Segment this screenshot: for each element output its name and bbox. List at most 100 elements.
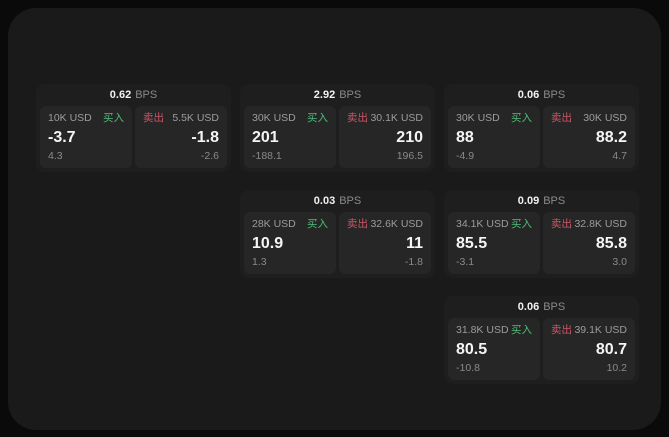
sell-amount: 39.1K USD [574,324,627,336]
buy-price: 80.5 [456,340,488,358]
sell-amount: 32.8K USD [574,218,627,230]
sell-sub-value: 3.0 [612,256,627,268]
sell-side-label: 卖出 [551,112,572,124]
sell-panel[interactable]: 卖出 32.8K USD 85.8 3.0 [543,212,635,274]
buy-panel[interactable]: 30K USD 买入 88 -4.9 [448,106,540,168]
quote-panels: 10K USD 买入 -3.7 4.3 卖出 5.5K USD -1.8 -2.… [40,106,227,168]
sell-amount: 30K USD [583,112,627,124]
spread-value: 0.62 [109,89,132,101]
buy-amount: 30K USD [456,112,500,124]
buy-side-label: 买入 [511,112,532,124]
buy-panel[interactable]: 28K USD 买入 10.9 1.3 [244,212,336,274]
quotes-panel: 0.62 BPS 10K USD 买入 -3.7 4.3 卖出 5.5K USD [8,8,661,430]
spread-value: 0.06 [517,89,540,101]
spread-unit-label: BPS [135,89,158,101]
spread-header: 0.06 BPS [448,296,635,318]
buy-side-label: 买入 [511,324,532,336]
spread-header: 0.03 BPS [244,190,431,212]
buy-panel-top: 30K USD 买入 [252,112,328,125]
buy-sub-value: -3.1 [456,256,475,268]
sell-panel-top: 卖出 32.6K USD [347,218,423,231]
buy-panel-top: 34.1K USD 买入 [456,218,532,231]
quote-card: 0.62 BPS 10K USD 买入 -3.7 4.3 卖出 5.5K USD [36,84,231,172]
buy-sub-value: 1.3 [252,256,267,268]
buy-amount: 10K USD [48,112,92,124]
spread-unit-label: BPS [543,301,566,313]
buy-amount: 31.8K USD [456,324,509,336]
sell-panel[interactable]: 卖出 39.1K USD 80.7 10.2 [543,318,635,380]
buy-side-label: 买入 [103,112,124,124]
spread-unit-label: BPS [339,89,362,101]
sell-price: 85.8 [595,234,627,252]
sell-panel[interactable]: 卖出 5.5K USD -1.8 -2.6 [135,106,227,168]
buy-panel-top: 30K USD 买入 [456,112,532,125]
buy-panel[interactable]: 34.1K USD 买入 85.5 -3.1 [448,212,540,274]
spread-value: 0.06 [517,301,540,313]
sell-panel-top: 卖出 5.5K USD [143,112,219,125]
sell-side-label: 卖出 [551,218,572,230]
sell-sub-value: -1.8 [404,256,423,268]
buy-amount: 28K USD [252,218,296,230]
sell-price: -1.8 [191,128,219,146]
buy-price: 88 [456,128,474,146]
buy-sub-value: 4.3 [48,150,63,162]
sell-amount: 30.1K USD [370,112,423,124]
sell-sub-value: 196.5 [396,150,423,162]
sell-side-label: 卖出 [551,324,572,336]
spread-unit-label: BPS [339,195,362,207]
sell-panel[interactable]: 卖出 30K USD 88.2 4.7 [543,106,635,168]
sell-sub-value: -2.6 [200,150,219,162]
buy-price: -3.7 [48,128,76,146]
buy-side-label: 买入 [307,112,328,124]
buy-sub-value: -10.8 [456,362,480,374]
quote-panels: 31.8K USD 买入 80.5 -10.8 卖出 39.1K USD 80.… [448,318,635,380]
sell-panel-top: 卖出 39.1K USD [551,324,627,337]
sell-panel-top: 卖出 30.1K USD [347,112,423,125]
sell-panel[interactable]: 卖出 30.1K USD 210 196.5 [339,106,431,168]
spread-header: 0.62 BPS [40,84,227,106]
sell-price: 80.7 [595,340,627,358]
sell-side-label: 卖出 [347,112,368,124]
sell-amount: 32.6K USD [370,218,423,230]
sell-panel-top: 卖出 30K USD [551,112,627,125]
buy-sub-value: -188.1 [252,150,282,162]
sell-side-label: 卖出 [347,218,368,230]
buy-amount: 34.1K USD [456,218,509,230]
sell-panel-top: 卖出 32.8K USD [551,218,627,231]
quote-card: 0.03 BPS 28K USD 买入 10.9 1.3 卖出 32.6K US… [240,190,435,278]
quote-panels: 34.1K USD 买入 85.5 -3.1 卖出 32.8K USD 85.8… [448,212,635,274]
quote-panels: 30K USD 买入 88 -4.9 卖出 30K USD 88.2 4.7 [448,106,635,168]
sell-side-label: 卖出 [143,112,164,124]
spread-header: 2.92 BPS [244,84,431,106]
sell-panel[interactable]: 卖出 32.6K USD 11 -1.8 [339,212,431,274]
quote-card: 0.06 BPS 31.8K USD 买入 80.5 -10.8 卖出 39.1… [444,296,639,384]
quote-panels: 28K USD 买入 10.9 1.3 卖出 32.6K USD 11 -1.8 [244,212,431,274]
buy-panel[interactable]: 10K USD 买入 -3.7 4.3 [40,106,132,168]
spread-unit-label: BPS [543,195,566,207]
buy-sub-value: -4.9 [456,150,475,162]
spread-unit-label: BPS [543,89,566,101]
buy-panel[interactable]: 30K USD 买入 201 -188.1 [244,106,336,168]
sell-sub-value: 10.2 [606,362,627,374]
buy-amount: 30K USD [252,112,296,124]
buy-panel-top: 31.8K USD 买入 [456,324,532,337]
buy-panel-top: 28K USD 买入 [252,218,328,231]
buy-price: 201 [252,128,279,146]
quote-card-grid: 0.62 BPS 10K USD 买入 -3.7 4.3 卖出 5.5K USD [36,84,639,384]
sell-amount: 5.5K USD [172,112,219,124]
sell-price: 11 [406,234,423,252]
buy-panel-top: 10K USD 买入 [48,112,124,125]
spread-value: 0.09 [517,195,540,207]
quote-panels: 30K USD 买入 201 -188.1 卖出 30.1K USD 210 1… [244,106,431,168]
quote-card: 0.06 BPS 30K USD 买入 88 -4.9 卖出 30K USD [444,84,639,172]
buy-price: 10.9 [252,234,284,252]
buy-side-label: 买入 [511,218,532,230]
quote-card: 0.09 BPS 34.1K USD 买入 85.5 -3.1 卖出 32.8K… [444,190,639,278]
sell-sub-value: 4.7 [612,150,627,162]
sell-price: 210 [396,128,423,146]
quote-card: 2.92 BPS 30K USD 买入 201 -188.1 卖出 30.1K … [240,84,435,172]
spread-header: 0.06 BPS [448,84,635,106]
buy-panel[interactable]: 31.8K USD 买入 80.5 -10.8 [448,318,540,380]
sell-price: 88.2 [595,128,627,146]
spread-value: 2.92 [313,89,336,101]
